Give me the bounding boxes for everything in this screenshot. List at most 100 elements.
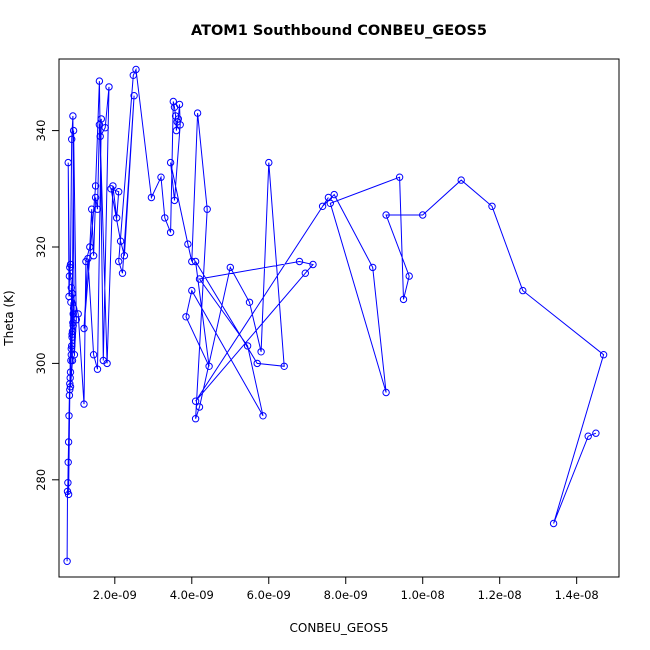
data-point: [253, 359, 261, 368]
x-tick-label: 6.0e-09: [247, 588, 291, 602]
data-point: [584, 432, 592, 440]
data-point: [89, 252, 98, 260]
data-point: [130, 92, 138, 100]
data-point: [399, 295, 408, 304]
x-tick-label: 1.2e-08: [478, 588, 522, 602]
data-point: [265, 158, 273, 167]
x-tick-label: 2.0e-09: [93, 588, 137, 602]
data-point: [519, 286, 527, 295]
data-point: [97, 115, 106, 123]
data-point: [66, 260, 75, 269]
data-point: [457, 176, 465, 184]
data-point: [330, 190, 338, 199]
data-point: [195, 275, 204, 283]
data-point: [191, 415, 200, 423]
data-point: [68, 356, 77, 365]
data-point: [65, 272, 74, 280]
data-point: [369, 263, 377, 272]
data-point: [309, 260, 317, 269]
data-point: [66, 385, 74, 394]
data-point: [68, 333, 76, 341]
data-point: [66, 383, 75, 391]
data-point: [132, 65, 140, 74]
data-point: [419, 211, 427, 219]
data-point: [84, 254, 92, 263]
data-point: [592, 429, 600, 437]
data-point: [382, 388, 390, 397]
data-point: [170, 196, 179, 205]
x-tick-label: 1.4e-08: [555, 588, 599, 602]
data-point: [64, 490, 73, 499]
data-point: [95, 77, 104, 85]
series-layer: [63, 65, 608, 565]
data-point: [68, 342, 76, 350]
data-point: [295, 257, 304, 266]
data-point: [69, 310, 77, 318]
data-point: [66, 368, 75, 376]
series-line: [66, 67, 605, 562]
data-point: [115, 257, 123, 266]
data-point: [107, 185, 115, 193]
data-point: [88, 205, 96, 213]
data-point: [69, 304, 78, 312]
data-point: [67, 298, 75, 306]
data-point: [195, 403, 204, 411]
data-point: [549, 519, 558, 528]
data-point: [301, 269, 309, 277]
data-point: [105, 83, 113, 91]
data-point: [66, 263, 74, 272]
data-point: [203, 205, 211, 213]
plot-frame: [58, 58, 620, 578]
data-point: [176, 121, 184, 129]
data-point: [69, 112, 77, 120]
data-point: [184, 240, 192, 248]
data-point: [205, 362, 213, 370]
data-point: [64, 458, 72, 466]
data-point: [382, 211, 390, 219]
data-point: [280, 362, 288, 370]
data-point: [157, 173, 165, 181]
y-axis: 280 300 320 340: [34, 120, 60, 491]
y-tick-label: 300: [34, 352, 48, 374]
data-point: [64, 479, 72, 487]
data-point: [166, 158, 175, 167]
data-point: [599, 351, 608, 359]
x-axis: 2.0e-09 4.0e-09 6.0e-09 8.0e-09 1.0e-08 1.2e-…: [93, 576, 599, 602]
x-axis-label: CONBEU_GEOS5: [290, 621, 389, 635]
data-point: [326, 199, 334, 208]
data-point: [96, 132, 104, 141]
data-point: [63, 557, 71, 565]
data-point: [226, 263, 235, 272]
data-point: [64, 158, 72, 167]
data-point: [161, 214, 169, 222]
data-point: [193, 109, 202, 117]
data-point: [191, 257, 200, 266]
x-tick-label: 1.0e-08: [401, 588, 445, 602]
data-point: [93, 365, 102, 373]
data-point: [68, 330, 76, 338]
data-point: [66, 374, 74, 382]
data-point: [103, 359, 111, 368]
data-point: [405, 272, 413, 280]
data-point: [120, 252, 129, 260]
data-point: [245, 298, 254, 306]
data-point: [129, 71, 138, 80]
data-point: [74, 310, 82, 318]
data-point: [64, 438, 73, 446]
data-point: [80, 400, 88, 408]
data-point: [68, 327, 77, 336]
data-point: [259, 412, 267, 420]
data-point: [65, 412, 73, 420]
data-point: [68, 289, 77, 298]
data-point: [91, 182, 100, 190]
data-point: [147, 193, 156, 202]
data-point: [89, 351, 98, 359]
data-point: [118, 269, 127, 277]
data-point: [115, 188, 123, 196]
data-point: [243, 342, 252, 350]
data-point: [69, 321, 77, 330]
chart-title: ATOM1 Southbound CONBEU_GEOS5: [191, 23, 487, 39]
data-point: [86, 243, 94, 251]
x-tick-label: 4.0e-09: [170, 588, 214, 602]
